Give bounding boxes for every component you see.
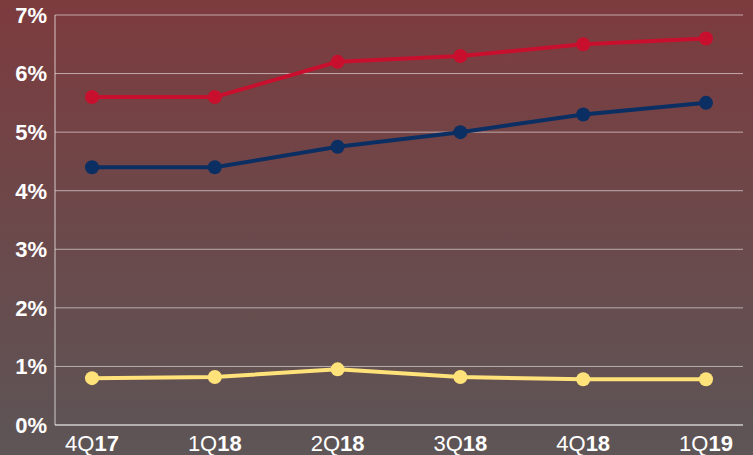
svg-text:4%: 4% [15,179,47,204]
svg-text:4Q17: 4Q17 [65,431,119,455]
svg-text:6%: 6% [15,61,47,86]
svg-text:1Q18: 1Q18 [188,431,242,455]
svg-text:3Q18: 3Q18 [433,431,487,455]
svg-text:3%: 3% [15,237,47,262]
svg-text:2%: 2% [15,296,47,321]
svg-text:5%: 5% [15,120,47,145]
svg-text:0%: 0% [15,413,47,438]
svg-text:4Q18: 4Q18 [556,431,610,455]
svg-text:7%: 7% [15,3,47,28]
svg-text:1%: 1% [15,354,47,379]
svg-text:2Q18: 2Q18 [311,431,365,455]
svg-text:1Q19: 1Q19 [679,431,733,455]
